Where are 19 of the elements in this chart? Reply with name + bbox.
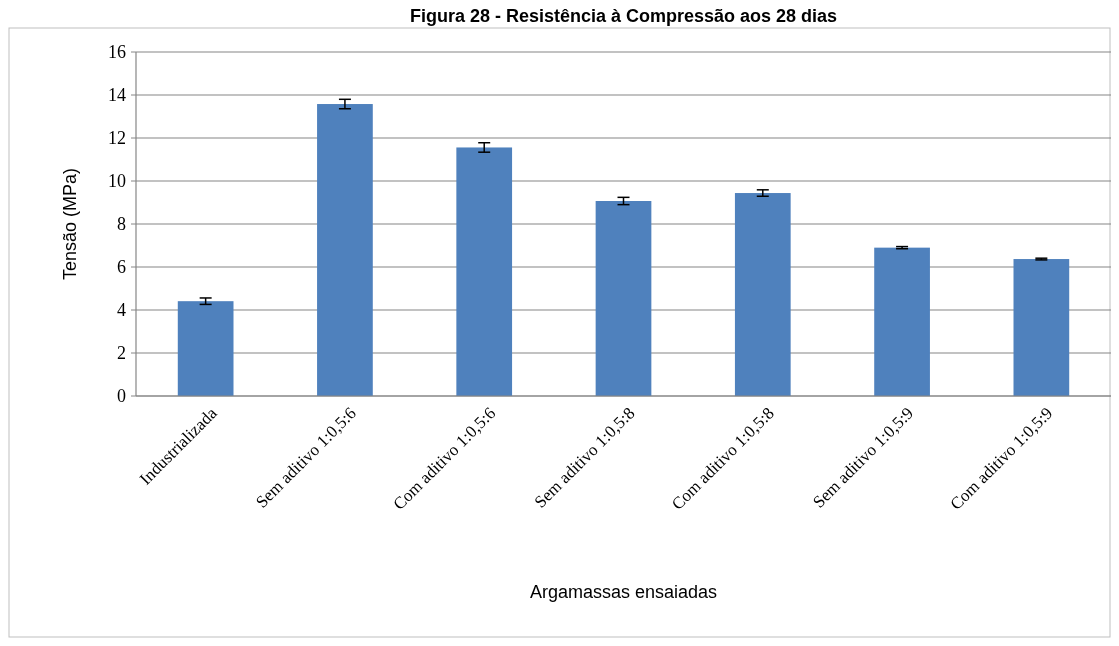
y-tick-label: 16 bbox=[108, 42, 126, 63]
y-tick-label: 0 bbox=[117, 386, 126, 407]
y-tick-label: 4 bbox=[117, 300, 126, 321]
y-tick-label: 2 bbox=[117, 343, 126, 364]
bar bbox=[317, 104, 373, 396]
bar bbox=[1013, 259, 1070, 396]
y-axis-title: Tensão (MPa) bbox=[60, 167, 80, 281]
y-tick-label: 10 bbox=[108, 171, 126, 192]
bar bbox=[874, 247, 930, 396]
y-tick-label: 14 bbox=[108, 85, 126, 106]
chart-title: Figura 28 - Resistência à Compressão aos 28 dias bbox=[409, 6, 838, 26]
y-tick-label: 12 bbox=[108, 128, 126, 149]
bar bbox=[177, 301, 234, 396]
y-tick-label: 6 bbox=[117, 257, 126, 278]
bar bbox=[456, 147, 513, 396]
bar bbox=[734, 193, 791, 396]
y-tick-label: 8 bbox=[117, 214, 126, 235]
x-axis-title: Argamassas ensaiadas bbox=[529, 582, 718, 602]
bar bbox=[595, 201, 652, 396]
